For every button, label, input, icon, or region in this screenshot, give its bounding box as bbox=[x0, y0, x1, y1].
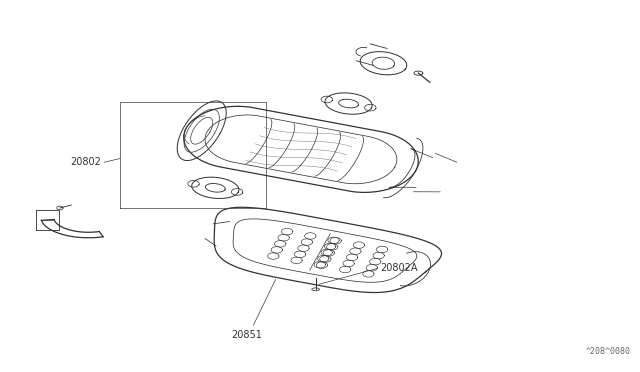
Text: 20851: 20851 bbox=[232, 330, 262, 340]
Text: 20802: 20802 bbox=[70, 157, 101, 167]
Text: 20802A: 20802A bbox=[380, 263, 418, 273]
Text: ^208^0080: ^208^0080 bbox=[586, 347, 631, 356]
